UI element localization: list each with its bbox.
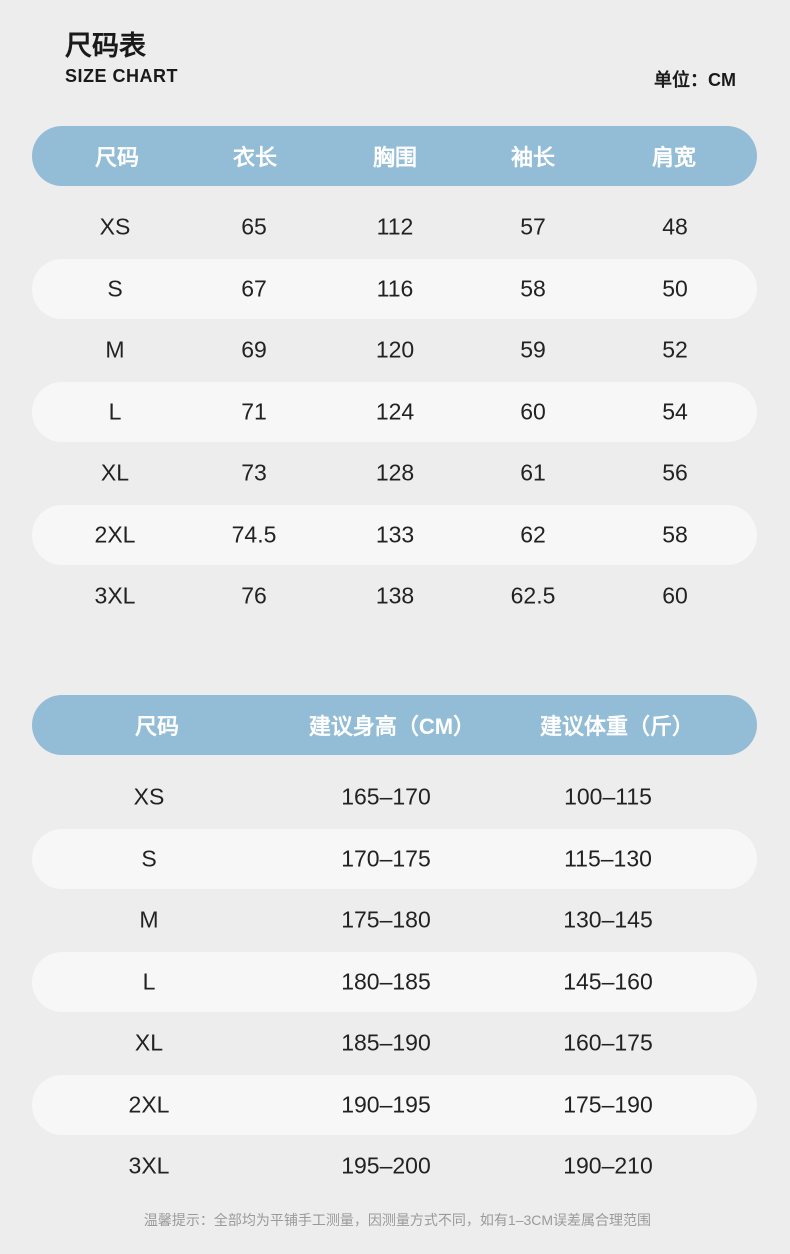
table-cell: 58 bbox=[662, 521, 688, 547]
table-cell: L bbox=[108, 398, 122, 424]
table-cell: M bbox=[139, 906, 159, 933]
table-cell: 2XL bbox=[94, 521, 136, 547]
title: 尺码表 bbox=[65, 31, 146, 61]
table-cell: 124 bbox=[375, 398, 415, 424]
table-cell: S bbox=[107, 275, 123, 301]
table-cell: 50 bbox=[662, 275, 688, 301]
table-cell: 190–195 bbox=[341, 1091, 431, 1117]
table-cell: S bbox=[141, 845, 157, 871]
table-cell: 3XL bbox=[128, 1152, 170, 1179]
table-cell: 175–180 bbox=[341, 906, 431, 933]
table-cell: 100–115 bbox=[564, 783, 652, 810]
table-cell: 115–130 bbox=[564, 845, 652, 871]
table-cell: 69 bbox=[241, 336, 267, 363]
table-cell: 59 bbox=[520, 336, 546, 363]
table-cell: M bbox=[105, 336, 125, 363]
table-cell: 112 bbox=[376, 213, 414, 240]
table-cell: 60 bbox=[520, 398, 546, 424]
table-cell: XS bbox=[99, 213, 131, 240]
column-header: 袖长 bbox=[510, 145, 556, 170]
table-cell: 71 bbox=[241, 398, 267, 424]
table-cell: 185–190 bbox=[341, 1029, 431, 1056]
column-header: 尺码 bbox=[94, 145, 140, 170]
column-header: 胸围 bbox=[372, 145, 418, 170]
table-cell: 57 bbox=[520, 213, 546, 240]
table-cell: 138 bbox=[375, 582, 415, 609]
table-cell: 2XL bbox=[128, 1091, 170, 1117]
table-cell: L bbox=[142, 968, 156, 994]
row-stripe bbox=[32, 381, 757, 442]
table-cell: 62.5 bbox=[510, 582, 556, 609]
table-cell: 61 bbox=[520, 459, 546, 486]
column-header: 衣长 bbox=[232, 145, 278, 170]
table-cell: 190–210 bbox=[563, 1152, 653, 1179]
table-cell: 170–175 bbox=[341, 845, 431, 871]
table-cell: 60 bbox=[662, 582, 688, 609]
table-cell: 130–145 bbox=[563, 906, 653, 933]
table-cell: XL bbox=[134, 1029, 164, 1056]
table-cell: 56 bbox=[662, 459, 688, 486]
table-cell: 74.5 bbox=[231, 521, 277, 547]
column-header: 尺码 bbox=[134, 714, 180, 739]
table-cell: 65 bbox=[241, 213, 267, 240]
table-cell: 76 bbox=[241, 582, 267, 609]
table-cell: 73 bbox=[241, 459, 267, 486]
table-cell: 62 bbox=[520, 521, 546, 547]
table-header-bar bbox=[32, 126, 757, 186]
row-stripe bbox=[32, 828, 757, 889]
table-cell: 165–170 bbox=[341, 783, 431, 810]
row-stripe bbox=[32, 1074, 757, 1135]
row-stripe bbox=[32, 504, 757, 565]
table-cell: 116 bbox=[376, 275, 414, 301]
row-stripe bbox=[32, 951, 757, 1012]
table-header-bar bbox=[32, 695, 757, 755]
table-cell: 54 bbox=[662, 398, 688, 424]
table-cell: 180–185 bbox=[341, 968, 431, 994]
table-cell: 128 bbox=[375, 459, 415, 486]
table-cell: 48 bbox=[662, 213, 688, 240]
subtitle: SIZE CHART bbox=[65, 66, 178, 86]
table-cell: 195–200 bbox=[341, 1152, 431, 1179]
table-cell: 52 bbox=[662, 336, 688, 363]
unit-label: 单位：CM bbox=[654, 70, 736, 90]
table-cell: XS bbox=[133, 783, 165, 810]
table-cell: 160–175 bbox=[563, 1029, 653, 1056]
row-stripe bbox=[32, 258, 757, 319]
table-cell: 175–190 bbox=[563, 1091, 653, 1117]
table-cell: 58 bbox=[520, 275, 546, 301]
footnote: 温馨提示：全部均为平铺手工测量，因测量方式不同，如有1–3CM误差属合理范围 bbox=[143, 1212, 652, 1228]
table-cell: XL bbox=[100, 459, 130, 486]
column-header: 建议体重（斤） bbox=[539, 714, 695, 739]
table-cell: 133 bbox=[375, 521, 415, 547]
column-header: 肩宽 bbox=[651, 145, 697, 170]
table-cell: 120 bbox=[375, 336, 415, 363]
table-cell: 67 bbox=[241, 275, 267, 301]
column-header: 建议身高（CM） bbox=[308, 714, 476, 739]
table-cell: 145–160 bbox=[563, 968, 653, 994]
table-cell: 3XL bbox=[94, 582, 136, 609]
